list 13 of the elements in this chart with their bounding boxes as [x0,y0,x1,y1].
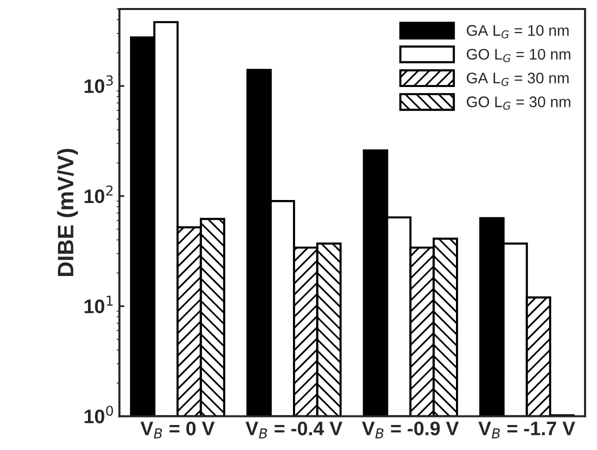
y-axis-title: DIBE (mV/V) [57,148,78,276]
legend-label: GO L$_{G}$ = 30 nm [466,96,570,110]
y-tick-label: 10$^{0}$ [84,406,113,424]
legend-label: GO L$_{G}$ = 10 nm [466,48,570,62]
legend-label: GA L$_{G}$ = 30 nm [466,72,569,86]
y-tick-label: 10$^{2}$ [84,185,113,204]
y-tick-label: 10$^{1}$ [84,296,113,314]
legend-label: GA L$_{G}$ = 10 nm [466,25,569,38]
x-tick-label: V$_{B}$ = -0.4 V [246,422,342,438]
x-tick-label: V$_{B}$ = 0 V [140,422,215,438]
x-tick-label: V$_{B}$ = -1.7 V [478,422,576,438]
x-tick-label: V$_{B}$ = -0.9 V [362,422,459,438]
y-tick-label: 10$^{3}$ [84,75,113,94]
